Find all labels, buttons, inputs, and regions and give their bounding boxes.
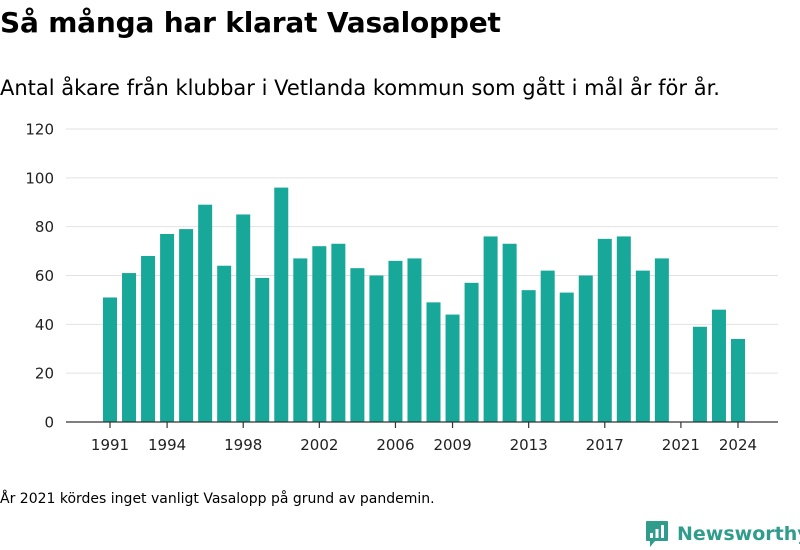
bar (312, 246, 327, 422)
bar (103, 297, 117, 422)
newsworthy-logo: Newsworthy (645, 519, 800, 549)
bar (179, 229, 194, 422)
chart-footnote: År 2021 kördes inget vanligt Vasalopp på… (0, 491, 435, 507)
x-tick-label: 2006 (376, 436, 414, 454)
y-tick-label: 80 (35, 218, 54, 236)
newsworthy-logo-icon (646, 521, 668, 547)
bar (369, 275, 384, 422)
x-tick-label: 1991 (91, 436, 129, 454)
y-tick-label: 60 (35, 267, 54, 285)
bar (559, 292, 574, 422)
x-tick-label: 2013 (510, 436, 548, 454)
bar (578, 275, 593, 422)
x-tick-label: 2017 (586, 436, 624, 454)
bar (597, 238, 612, 423)
bar (236, 214, 251, 422)
chart-title: Så många har klarat Vasaloppet (0, 6, 501, 39)
bar (521, 290, 536, 422)
bar (616, 236, 631, 422)
y-tick-label: 100 (25, 169, 54, 187)
bar (426, 302, 441, 422)
bar (654, 258, 669, 422)
bar (407, 258, 422, 422)
bar (692, 326, 707, 422)
y-tick-label: 40 (35, 316, 54, 334)
bar (141, 255, 156, 422)
bar (331, 243, 346, 422)
bar (350, 268, 365, 422)
bar (445, 314, 460, 422)
x-tick-label: 1994 (148, 436, 186, 454)
bar (635, 270, 650, 422)
y-tick-label: 20 (35, 365, 54, 383)
y-tick-label: 0 (44, 414, 54, 432)
bar (502, 243, 517, 422)
chart-subtitle: Antal åkare från klubbar i Vetlanda komm… (0, 76, 720, 100)
bar (274, 187, 289, 422)
bar (711, 309, 726, 422)
bar (255, 277, 270, 422)
bar (293, 258, 308, 422)
bar (388, 260, 403, 422)
x-tick-label: 2009 (433, 436, 471, 454)
x-tick-label: 2002 (300, 436, 338, 454)
bar (198, 204, 213, 422)
brand-name: Newsworthy (677, 523, 800, 545)
bar (160, 233, 175, 422)
bar (217, 265, 232, 422)
bar (483, 236, 498, 422)
y-tick-label: 120 (25, 121, 54, 139)
bar (464, 282, 479, 422)
bar (730, 338, 745, 422)
x-tick-label: 2024 (719, 436, 757, 454)
x-tick-label: 1998 (224, 436, 262, 454)
x-tick-label: 2021 (662, 436, 700, 454)
bar (122, 273, 137, 422)
bar (540, 270, 555, 422)
